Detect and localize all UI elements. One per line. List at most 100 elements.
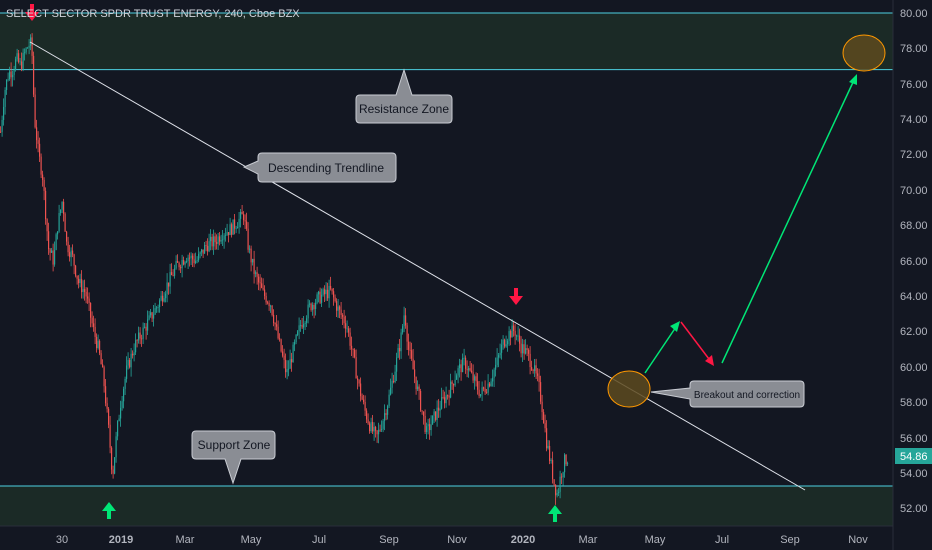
candle-body — [39, 143, 41, 157]
candle-body — [15, 59, 17, 70]
candle-body — [267, 302, 269, 304]
y-tick-label: 80.00 — [900, 8, 928, 20]
candle-body — [495, 364, 497, 370]
candle-body — [255, 272, 257, 274]
candle-body — [118, 418, 120, 422]
candle-body — [208, 241, 210, 252]
candle-body — [435, 411, 437, 420]
resistance-zone-fill — [0, 13, 893, 70]
breakout-callout[interactable]: Breakout and correction — [650, 380, 805, 408]
candle-body — [381, 428, 383, 430]
candle-body — [70, 250, 72, 258]
candle-body — [280, 339, 282, 352]
candle-body — [567, 463, 569, 465]
breakout-circle[interactable] — [607, 370, 651, 408]
candle-body — [160, 295, 162, 301]
candle-body — [184, 262, 186, 265]
candle-body — [337, 306, 339, 311]
candle-body — [306, 318, 308, 323]
candle-body — [36, 127, 38, 141]
candle-body — [295, 334, 297, 343]
candle-body — [400, 332, 402, 352]
candle-body — [487, 383, 489, 393]
support-zone-callout[interactable]: Support Zone — [191, 430, 276, 485]
candle-body — [181, 260, 183, 269]
candle-body — [276, 324, 278, 327]
candle-body — [144, 326, 146, 328]
candle-body — [151, 312, 153, 319]
candle-body — [445, 395, 447, 404]
candle-body — [354, 349, 356, 358]
candle-body — [231, 224, 233, 235]
candle-body — [202, 249, 204, 254]
candle-body — [148, 315, 150, 320]
candle-body — [0, 131, 2, 133]
chart-title: SELECT SECTOR SPDR TRUST ENERGY, 240, Cb… — [6, 8, 300, 20]
candle-body — [504, 339, 506, 347]
candle-body — [348, 328, 350, 333]
candle-body — [382, 420, 384, 429]
candle-body — [201, 249, 203, 253]
candle-body — [331, 288, 333, 292]
candle-body — [397, 348, 399, 358]
candle-body — [169, 272, 171, 287]
candlestick-series — [0, 33, 569, 505]
candle-body — [369, 423, 371, 432]
candle-body — [321, 294, 323, 303]
candle-body — [345, 323, 347, 329]
candle-body — [528, 349, 530, 354]
mid-pivot-arrow-down-icon — [509, 288, 523, 305]
candle-body — [217, 236, 219, 244]
candle-body — [534, 365, 536, 372]
y-tick-label: 56.00 — [900, 433, 928, 445]
candle-body — [384, 413, 386, 421]
target-arrow-up[interactable] — [721, 77, 856, 364]
candle-body — [258, 276, 260, 283]
y-tick-label: 74.00 — [900, 114, 928, 126]
candle-body — [243, 214, 245, 221]
trendline-callout[interactable]: Descending Trendline — [242, 152, 397, 183]
candle-body — [28, 45, 30, 48]
candle-body — [51, 250, 53, 253]
candle-body — [270, 305, 272, 307]
x-tick-label: Mar — [176, 534, 195, 546]
candle-body — [75, 265, 77, 276]
candle-body — [250, 248, 252, 263]
candle-body — [235, 228, 237, 230]
resistance-zone-callout[interactable]: Resistance Zone — [355, 68, 453, 124]
y-tick-label: 64.00 — [900, 291, 928, 303]
candle-body — [316, 294, 318, 303]
candle-body — [396, 357, 398, 372]
correction-arrow-down[interactable] — [680, 321, 713, 364]
time-axis[interactable]: 30 2019 Mar May Jul Sep Nov 2020 Mar May… — [56, 534, 868, 546]
candle-body — [543, 412, 545, 424]
target-arrow-up-head — [849, 74, 857, 85]
candle-body — [544, 423, 546, 429]
target-circle[interactable] — [842, 34, 886, 72]
candle-body — [535, 365, 537, 374]
candle-body — [129, 360, 131, 368]
candle-body — [174, 268, 176, 276]
candle-body — [378, 429, 380, 435]
candle-body — [262, 287, 264, 290]
candle-body — [484, 388, 486, 393]
descending-trendline[interactable] — [29, 41, 806, 491]
candle-body — [514, 330, 516, 336]
candle-body — [162, 295, 164, 302]
candle-body — [427, 424, 429, 427]
candle-body — [343, 316, 345, 324]
candle-body — [180, 267, 182, 269]
candle-body — [313, 304, 315, 310]
candle-body — [13, 69, 15, 75]
candle-body — [372, 422, 374, 432]
breakout-arrow-up[interactable] — [644, 323, 679, 374]
candle-body — [109, 424, 111, 448]
candle-body — [97, 340, 99, 349]
candle-body — [339, 306, 341, 310]
candle-body — [541, 401, 543, 413]
price-axis[interactable]: 52.00 54.00 56.00 58.00 60.00 62.00 64.0… — [900, 8, 928, 515]
candle-body — [195, 261, 197, 264]
candle-body — [363, 399, 365, 402]
